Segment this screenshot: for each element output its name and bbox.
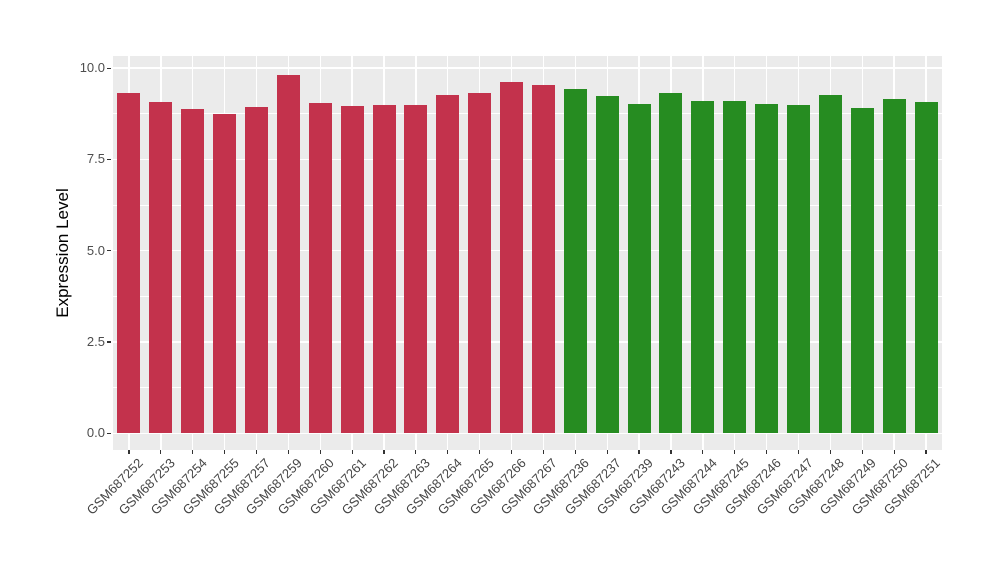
bar-GSM687260 — [308, 103, 332, 434]
bar-GSM687257 — [244, 107, 268, 434]
bar-GSM687236 — [563, 89, 587, 434]
bar-GSM687244 — [691, 101, 715, 434]
minor-gridline — [113, 204, 942, 206]
major-gridline — [113, 341, 942, 343]
x-tick-mark — [128, 450, 130, 454]
x-tick-mark — [766, 450, 768, 454]
bar-GSM687261 — [340, 106, 364, 434]
bar-GSM687247 — [787, 105, 811, 434]
bar-GSM687254 — [181, 109, 205, 434]
x-tick-mark — [893, 450, 895, 454]
major-gridline — [113, 158, 942, 161]
x-tick-mark — [797, 450, 800, 454]
x-tick-mark — [638, 450, 640, 454]
x-tick-mark — [415, 450, 417, 454]
bar-GSM687267 — [531, 84, 555, 434]
x-tick-mark — [383, 450, 385, 454]
x-tick-mark — [734, 450, 736, 454]
x-tick-mark — [670, 450, 672, 454]
major-gridline — [113, 250, 942, 252]
x-tick-mark — [574, 450, 576, 454]
x-tick-mark — [925, 450, 927, 454]
x-tick-mark — [829, 450, 831, 454]
x-tick-mark — [861, 450, 863, 454]
x-tick-mark — [606, 450, 608, 454]
bar-GSM687243 — [659, 92, 683, 434]
x-tick-mark — [351, 450, 353, 454]
x-tick-mark — [160, 450, 162, 454]
y-tick-label: 2.5 — [86, 334, 105, 349]
bar-GSM687245 — [723, 101, 747, 434]
y-tick-label: 10.0 — [79, 60, 105, 76]
y-tick-label: 0.0 — [86, 425, 105, 441]
y-tick-mark — [107, 341, 111, 343]
minor-gridline — [113, 387, 942, 389]
x-tick-mark — [287, 450, 289, 454]
bar-GSM687259 — [276, 75, 300, 434]
bar-GSM687263 — [404, 104, 428, 434]
bar-GSM687248 — [818, 95, 842, 434]
y-tick-mark — [107, 158, 111, 160]
x-tick-mark — [255, 450, 258, 454]
y-tick-label: 7.5 — [86, 151, 105, 167]
minor-gridline — [113, 113, 942, 115]
bar-GSM687265 — [468, 92, 492, 434]
y-tick-mark — [107, 432, 111, 434]
plot-panel — [113, 56, 942, 450]
x-tick-mark — [223, 450, 226, 454]
x-tick-mark — [447, 450, 449, 454]
bar-GSM687252 — [117, 93, 141, 434]
x-tick-mark — [510, 450, 513, 454]
minor-gridline — [113, 295, 942, 297]
bar-GSM687237 — [595, 96, 619, 434]
bar-GSM687264 — [436, 95, 460, 434]
bar-GSM687239 — [627, 103, 651, 434]
bar-GSM687255 — [213, 114, 237, 434]
y-tick-mark — [107, 250, 111, 252]
major-gridline — [113, 67, 942, 69]
bar-GSM687266 — [500, 82, 524, 434]
y-tick-mark — [107, 67, 111, 69]
major-gridline — [113, 432, 942, 434]
x-tick-mark — [479, 450, 481, 454]
bar-GSM687262 — [372, 104, 396, 434]
bar-GSM687246 — [755, 104, 779, 434]
bar-GSM687253 — [149, 101, 173, 434]
bar-GSM687250 — [882, 99, 906, 434]
x-tick-mark — [319, 450, 321, 454]
x-tick-mark — [702, 450, 704, 454]
x-tick-mark — [192, 450, 194, 454]
y-tick-label: 5.0 — [86, 242, 105, 258]
x-tick-mark — [542, 450, 545, 454]
bar-GSM687249 — [850, 107, 874, 434]
bar-GSM687251 — [914, 101, 938, 434]
